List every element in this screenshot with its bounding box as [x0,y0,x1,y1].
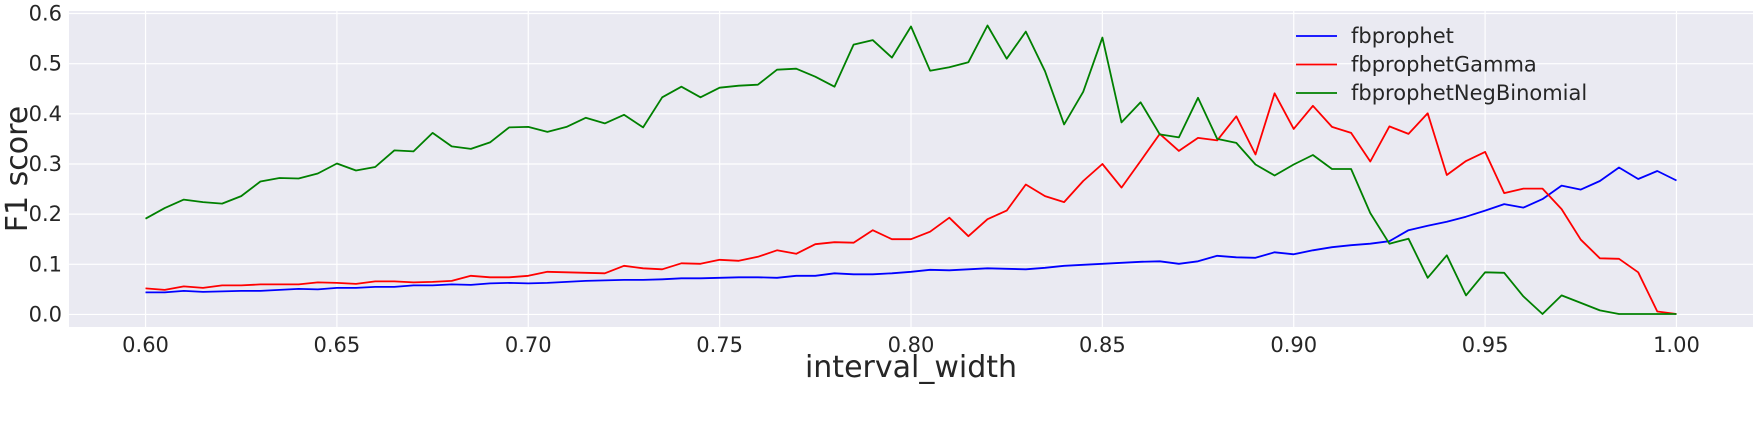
y-tick-label: 0.2 [29,202,62,226]
x-tick-label: 0.80 [888,333,935,357]
y-tick-label: 0.6 [29,2,62,26]
y-tick-label: 0.4 [29,102,62,126]
x-tick-label: 0.85 [1079,333,1126,357]
x-tick-label: 0.70 [505,333,552,357]
legend: fbprophet fbprophetGamma fbprophetNegBinom… [1296,24,1587,105]
y-axis-tick-labels: 0.0 0.1 0.2 0.3 0.4 0.5 0.6 [29,2,62,327]
series-line-fbprophetNegBinomial [145,24,1677,315]
x-axis-tick-labels: 0.60 0.65 0.70 0.75 0.80 0.85 0.90 0.95 1.00 [122,333,1700,357]
series-lines [145,24,1677,315]
x-tick-label: 0.75 [696,333,743,357]
legend-label: fbprophetNegBinomial [1351,81,1587,105]
y-axis-title: F1 score [0,106,35,233]
y-tick-label: 0.1 [29,252,62,276]
x-tick-label: 0.90 [1270,333,1317,357]
series-line-fbprophet [145,166,1677,294]
x-tick-label: 0.60 [122,333,169,357]
x-tick-label: 1.00 [1653,333,1700,357]
series-line-fbprophetGamma [145,92,1677,315]
legend-label: fbprophetGamma [1351,53,1537,77]
x-tick-label: 0.95 [1462,333,1509,357]
legend-label: fbprophet [1351,24,1454,48]
y-tick-label: 0.3 [29,152,62,176]
x-tick-label: 0.65 [314,333,361,357]
y-tick-label: 0.0 [29,302,62,326]
grid-lines [69,11,1753,327]
y-tick-label: 0.5 [29,52,62,76]
x-axis-title: interval_width [805,350,1017,385]
